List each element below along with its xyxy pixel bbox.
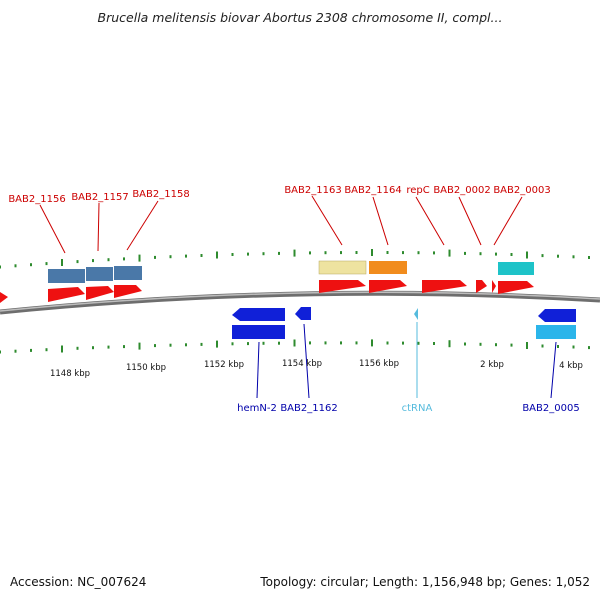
gene-bar-bab2-0005 (536, 325, 576, 339)
cds-arrow-bab2-0003 (498, 281, 534, 294)
label-bab2-1164: BAB2_1164 (344, 185, 401, 196)
label-bab2-0002: BAB2_0002 (433, 185, 490, 196)
forward-gene-features (48, 260, 534, 283)
leader-bab2-1156 (39, 204, 66, 254)
leader-bab2-0002 (458, 196, 482, 246)
leader-bab2-0005 (550, 341, 557, 399)
leader-bab2-1162 (303, 323, 310, 399)
label-bab2-1162: BAB2_1162 (280, 403, 337, 414)
label-bab2-0005: BAB2_0005 (522, 403, 579, 414)
axis-label-1148-kbp: 1148 kbp (50, 369, 90, 379)
gene-bar-bab2-0003 (498, 262, 534, 275)
axis-labels: 1148 kbp 1150 kbp 1152 kbp 1154 kbp 1156… (50, 359, 583, 379)
cds-arrow-repc (422, 280, 467, 293)
gene-bar-hemn-2 (232, 325, 285, 339)
label-bab2-1156: BAB2_1156 (8, 194, 65, 205)
axis-label-1154-kbp: 1154 kbp (282, 359, 322, 369)
axis-label-2-kbp: 2 kbp (480, 360, 504, 370)
cds-arrow-bab2-1157 (86, 286, 114, 300)
label-bab2-1157: BAB2_1157 (71, 192, 128, 203)
leader-bab2-1158 (126, 200, 159, 251)
cds-arrow-bab2-1156 (48, 287, 85, 302)
accession-text: Accession: NC_007624 (10, 575, 147, 589)
gene-bar-bab2-1164 (369, 261, 407, 274)
map-title: Brucella melitensis biovar Abortus 2308 … (97, 10, 503, 25)
cds-arrow-bab2-1164 (369, 280, 407, 293)
gene-bar-bab2-1157 (86, 267, 113, 281)
leader-repc (415, 196, 445, 246)
cds-arrow-bab2-1163 (319, 280, 366, 293)
top-tick-row (0, 249, 590, 269)
leader-bab2-1164 (372, 196, 389, 246)
leader-hemn-2 (256, 341, 260, 399)
axis-label-1152-kbp: 1152 kbp (204, 360, 244, 370)
chromosome-backbone (0, 290, 600, 315)
cds-arrow-bab2-0005 (538, 309, 576, 322)
top-labels: BAB2_1156 BAB2_1157 BAB2_1158 BAB2_1163 … (8, 185, 550, 205)
axis-label-4-kbp: 4 kbp (559, 361, 583, 371)
leader-bab2-0003 (493, 196, 523, 246)
cds-arrow-bab2-1162 (295, 307, 311, 320)
gene-bar-bab2-1156 (48, 269, 85, 283)
cds-arrow-hemn-2 (232, 308, 285, 321)
label-repc: repC (406, 185, 429, 196)
label-ctrna: ctRNA (402, 403, 433, 414)
bottom-labels: hemN-2 BAB2_1162 ctRNA BAB2_0005 (237, 403, 580, 414)
rna-marker-ctrna (414, 308, 418, 320)
top-label-leaders (39, 195, 523, 254)
cds-arrow-bab2-1158 (114, 285, 142, 298)
axis-label-1156-kbp: 1156 kbp (359, 359, 399, 369)
label-bab2-1163: BAB2_1163 (284, 185, 341, 196)
summary-text: Topology: circular; Length: 1,156,948 bp… (260, 575, 590, 589)
bottom-label-leaders (256, 322, 557, 399)
bottom-tick-row (0, 339, 590, 354)
gene-bar-bab2-1158 (114, 266, 142, 280)
gene-bar-bab2-1163 (318, 260, 367, 275)
label-hemn-2: hemN-2 (237, 403, 277, 414)
leader-bab2-1157 (97, 202, 100, 252)
label-bab2-0003: BAB2_0003 (493, 185, 550, 196)
axis-label-1150-kbp: 1150 kbp (126, 363, 166, 373)
label-bab2-1158: BAB2_1158 (132, 189, 189, 200)
forward-cds-arrows (0, 280, 534, 303)
chromosome-backbone-highlight (0, 291, 600, 312)
cds-arrow-left-edge (0, 292, 8, 303)
cds-arrow-small-a (476, 280, 487, 293)
cds-arrow-bab2-0002 (492, 280, 496, 293)
leader-bab2-1163 (311, 195, 343, 246)
reverse-cds-arrows (232, 307, 576, 322)
reverse-gene-features (232, 325, 576, 339)
